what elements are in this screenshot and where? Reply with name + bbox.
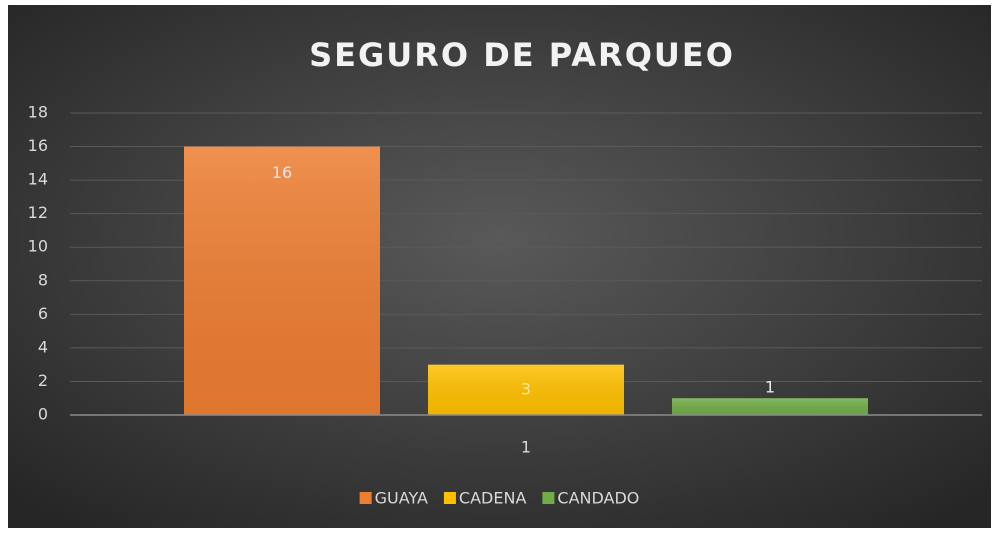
legend-label: CANDADO [557, 489, 639, 508]
legend-swatch [542, 492, 555, 504]
y-tick-label: 12 [28, 203, 48, 222]
y-tick-label: 18 [28, 103, 48, 122]
y-tick-label: 0 [38, 405, 48, 424]
y-tick-label: 6 [38, 304, 48, 323]
y-tick-label: 2 [38, 371, 48, 390]
legend-swatch [443, 492, 456, 504]
bar-shade [428, 364, 624, 415]
y-tick-label: 16 [28, 136, 48, 155]
chart-title: SEGURO DE PARQUEO [309, 36, 735, 74]
y-tick-label: 4 [38, 337, 48, 356]
data-label: 3 [521, 379, 531, 398]
data-label: 1 [765, 378, 775, 397]
x-tick-label: 1 [521, 438, 531, 457]
legend-label: CADENA [459, 489, 527, 508]
bar-shade [184, 146, 380, 416]
legend-swatch [359, 492, 372, 504]
y-tick-label: 14 [28, 170, 48, 189]
bar-shade [672, 398, 868, 415]
y-tick-label: 10 [28, 237, 48, 256]
legend-label: GUAYA [375, 489, 428, 508]
chart-background [8, 5, 991, 528]
data-label: 16 [272, 163, 292, 182]
y-tick-label: 8 [38, 270, 48, 289]
